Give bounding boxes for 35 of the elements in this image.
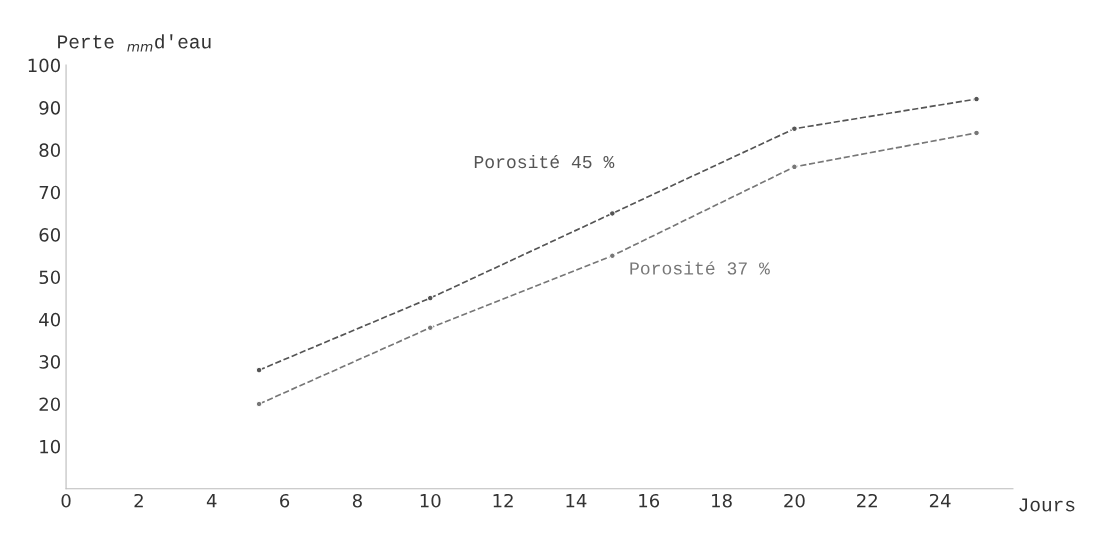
- series-label: Porosité 37 %: [630, 261, 770, 275]
- y-tick-label: 60: [39, 228, 60, 242]
- x-tick-label: 22: [857, 493, 877, 508]
- y-tick-label: 100: [28, 58, 60, 73]
- y-axis-title: Perte $_{mm}$d'eau: [58, 34, 211, 52]
- x-tick-label: 24: [929, 493, 951, 508]
- x-tick-label: 16: [639, 493, 660, 508]
- x-tick-label: 20: [784, 493, 805, 508]
- point: [255, 366, 263, 374]
- x-tick-label: 0: [61, 493, 71, 508]
- y-tick-label: 50: [39, 270, 60, 285]
- x-tick-label: 10: [420, 493, 441, 508]
- text: Porosité 45 %: [474, 154, 615, 169]
- y-tick-label: 10: [40, 439, 60, 454]
- point: [973, 95, 980, 103]
- point: [609, 210, 616, 217]
- x-tick-label: 6: [280, 493, 290, 508]
- y-tick-label: 80: [39, 143, 60, 157]
- x-tick-label: 18: [712, 493, 732, 508]
- x-tick-label: 14: [566, 494, 587, 508]
- point: [255, 400, 263, 408]
- point: [426, 294, 434, 302]
- y-tick-label: 90: [39, 100, 60, 115]
- x-tick-label: 4: [206, 494, 217, 508]
- y-tick-label: 70: [39, 185, 60, 200]
- y-tick-label: 20: [39, 397, 60, 412]
- x-tick-label: 8: [352, 493, 362, 508]
- x-axis-title: Jours: [1019, 498, 1075, 512]
- x-tick-label: 2: [134, 493, 143, 508]
- x-tick-label: 12: [493, 493, 513, 508]
- point: [973, 129, 980, 137]
- y-tick-label: 30: [39, 355, 60, 369]
- point: [791, 125, 798, 132]
- point: [609, 252, 616, 260]
- y-tick-label: 40: [39, 312, 60, 327]
